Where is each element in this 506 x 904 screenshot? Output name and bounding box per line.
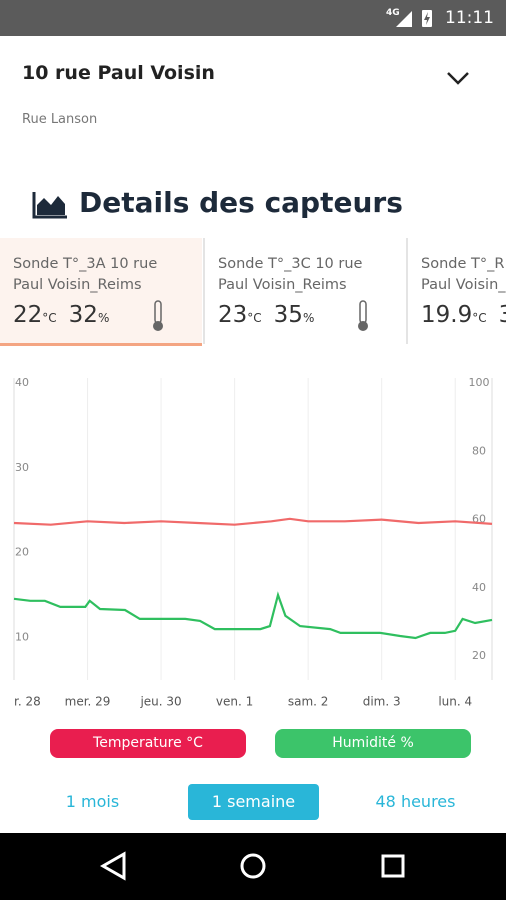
y2-tick-label: 100 (469, 376, 490, 389)
legend-item[interactable]: Humidité % (275, 729, 471, 758)
dropdown-chevron[interactable] (446, 70, 470, 86)
series-line (13, 591, 493, 640)
y-tick-label: 40 (15, 376, 29, 389)
range-button[interactable]: 1 semaine (188, 784, 319, 820)
card-divider (406, 238, 408, 344)
thermometer-tube (154, 300, 162, 324)
sensor-name: Sonde T°_3C 10 rue (218, 256, 363, 272)
thermometer-bulb (153, 321, 163, 331)
back-button[interactable] (99, 851, 126, 881)
y-tick-label: 10 (15, 631, 29, 644)
x-tick-label: lun. 4 (438, 695, 472, 709)
navigation-bar (0, 833, 506, 900)
y2-tick-label: 80 (472, 444, 486, 457)
range-button[interactable]: 1 mois (65, 792, 120, 811)
temperature-unit: °C (247, 311, 262, 325)
x-tick-label: ven. 1 (216, 695, 253, 709)
y2-tick-label: 40 (472, 581, 486, 594)
humidity-value: 3 (498, 302, 506, 328)
address-title[interactable]: 10 rue Paul Voisin (22, 62, 215, 84)
temperature-value: 22 (13, 302, 43, 328)
thermometer-icon (153, 300, 163, 331)
x-tick-label: sam. 2 (288, 695, 329, 709)
section-title: Details des capteurs (79, 186, 403, 219)
temperature-value: 23 (218, 302, 248, 328)
temperature-value: 19.9 (421, 302, 473, 328)
card-divider (203, 238, 205, 344)
sensor-name: Paul Voisin_Reims (218, 277, 347, 293)
series-line (13, 517, 493, 526)
humidity-unit: % (302, 311, 315, 325)
sensor-name: Paul Voisin_ (421, 277, 506, 293)
x-tick-label: jeu. 30 (139, 695, 181, 709)
x-tick-label: r. 28 (14, 695, 41, 709)
sensor-values: 19.9°C 3 (421, 302, 506, 328)
temperature-unit: °C (42, 311, 57, 325)
sensor-card[interactable]: Sonde T°_3C 10 rue Paul Voisin_Reims 23°C 3… (205, 238, 407, 344)
sensor-card[interactable]: Sonde T°_3A 10 rue Paul Voisin_Reims 22°C 3… (0, 238, 202, 346)
humidity-value: 32 (68, 302, 98, 328)
chart-icon (32, 192, 67, 219)
x-tick-label: mer. 29 (65, 695, 111, 709)
status-icons (396, 10, 432, 27)
chart: r. 28 mer. 29 jeu. 30 ven. 1 sam. 2 dim. 3 lun… (13, 376, 493, 709)
temperature-unit: °C (472, 311, 487, 325)
sensor-list: Sonde T°_3A 10 rue Paul Voisin_Reims 22°C 3… (0, 238, 506, 346)
sensor-name: Sonde T°_3A 10 rue (13, 256, 158, 272)
sensor-card[interactable]: Sonde T°_R Paul Voisin_ 19.9°C 3 (408, 238, 506, 344)
range-button[interactable]: 48 heures (375, 792, 456, 811)
sensor-values: 22°C 32% (13, 302, 202, 328)
clock: 11:11 (445, 8, 494, 28)
recents-button[interactable] (381, 854, 405, 878)
humidity-value: 35 (273, 302, 303, 328)
nav-icons (99, 851, 405, 881)
x-tick-label: dim. 3 (363, 695, 401, 709)
thermometer-bulb (358, 321, 368, 331)
humidity-unit: % (97, 311, 110, 325)
y-tick-label: 30 (15, 461, 29, 474)
network-label: 4G (386, 8, 400, 18)
y-tick-label: 20 (15, 546, 29, 559)
thermometer-icon (358, 300, 368, 331)
home-button[interactable] (240, 853, 266, 879)
y2-tick-label: 20 (472, 649, 486, 662)
sensor-values: 23°C 35% (218, 302, 407, 328)
sensor-name: Sonde T°_R (421, 256, 505, 272)
sensor-name: Paul Voisin_Reims (13, 277, 142, 293)
thermometer-tube (359, 300, 367, 324)
legend-item[interactable]: Temperature °C (50, 729, 246, 758)
address-subtitle: Rue Lanson (22, 112, 98, 127)
status-bar: 4G 11:11 (0, 0, 506, 36)
